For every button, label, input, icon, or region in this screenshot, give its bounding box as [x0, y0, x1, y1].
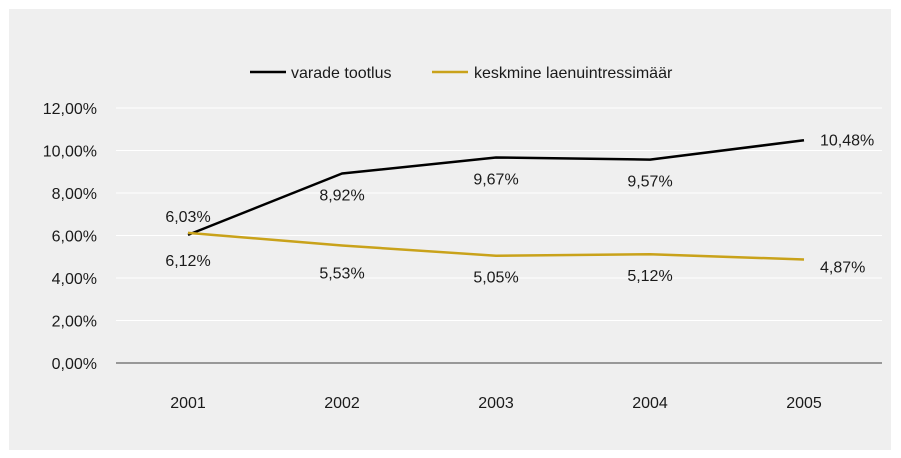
y-tick-label: 8,00%	[52, 186, 97, 203]
y-tick-label: 2,00%	[52, 314, 97, 331]
x-tick-label: 2002	[324, 395, 360, 412]
legend-label: keskmine laenuintressimäär	[474, 65, 673, 82]
data-label: 10,48%	[820, 132, 874, 149]
x-tick-label: 2005	[786, 395, 822, 412]
data-label: 8,92%	[319, 187, 364, 204]
x-tick-label: 2004	[632, 395, 668, 412]
data-label: 5,05%	[473, 270, 518, 287]
y-tick-label: 12,00%	[43, 101, 97, 118]
data-label: 5,53%	[319, 265, 364, 282]
data-label: 9,57%	[627, 174, 672, 191]
y-tick-label: 6,00%	[52, 229, 97, 246]
y-tick-label: 0,00%	[52, 356, 97, 373]
data-label: 6,12%	[165, 253, 210, 270]
x-tick-label: 2001	[170, 395, 206, 412]
y-tick-label: 10,00%	[43, 144, 97, 161]
series-line-1	[187, 139, 805, 237]
legend-label: varade tootlus	[291, 65, 392, 82]
y-tick-label: 4,00%	[52, 271, 97, 288]
x-tick-label: 2003	[478, 395, 514, 412]
series-line-2	[187, 231, 805, 261]
data-label: 5,12%	[627, 268, 672, 285]
chart-background	[9, 9, 891, 450]
data-label: 6,03%	[165, 209, 210, 226]
data-label: 9,67%	[473, 172, 518, 189]
data-label: 4,87%	[820, 260, 865, 277]
